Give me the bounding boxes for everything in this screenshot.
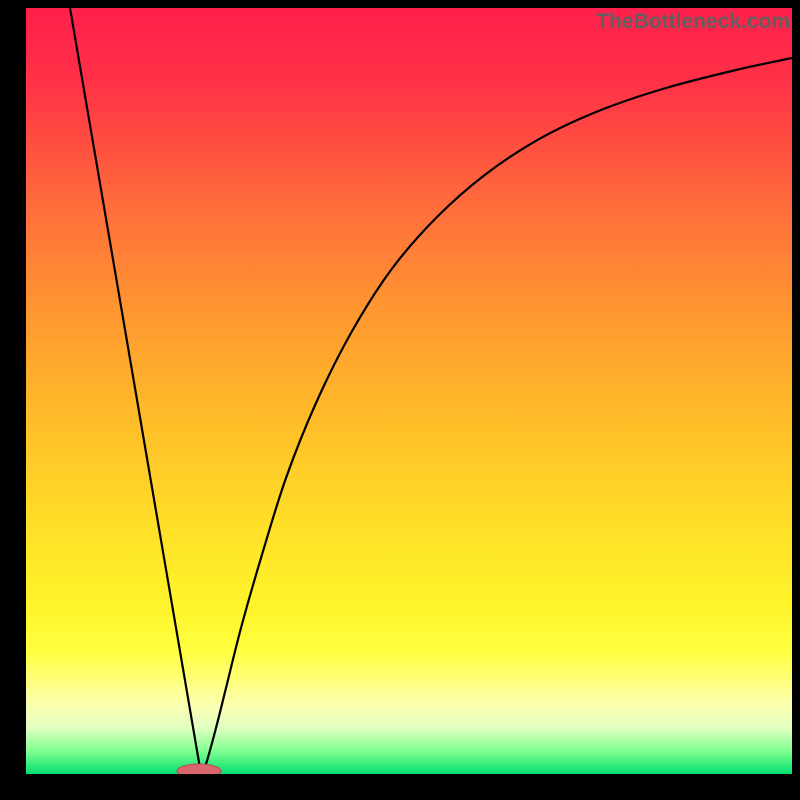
min-marker bbox=[177, 764, 221, 774]
watermark-text: TheBottleneck.com bbox=[596, 10, 790, 34]
curve-right-segment bbox=[201, 58, 792, 774]
curve-left-segment bbox=[70, 8, 201, 774]
curve-layer bbox=[26, 8, 792, 774]
chart-container: TheBottleneck.com bbox=[0, 0, 800, 800]
plot-area bbox=[26, 8, 792, 774]
